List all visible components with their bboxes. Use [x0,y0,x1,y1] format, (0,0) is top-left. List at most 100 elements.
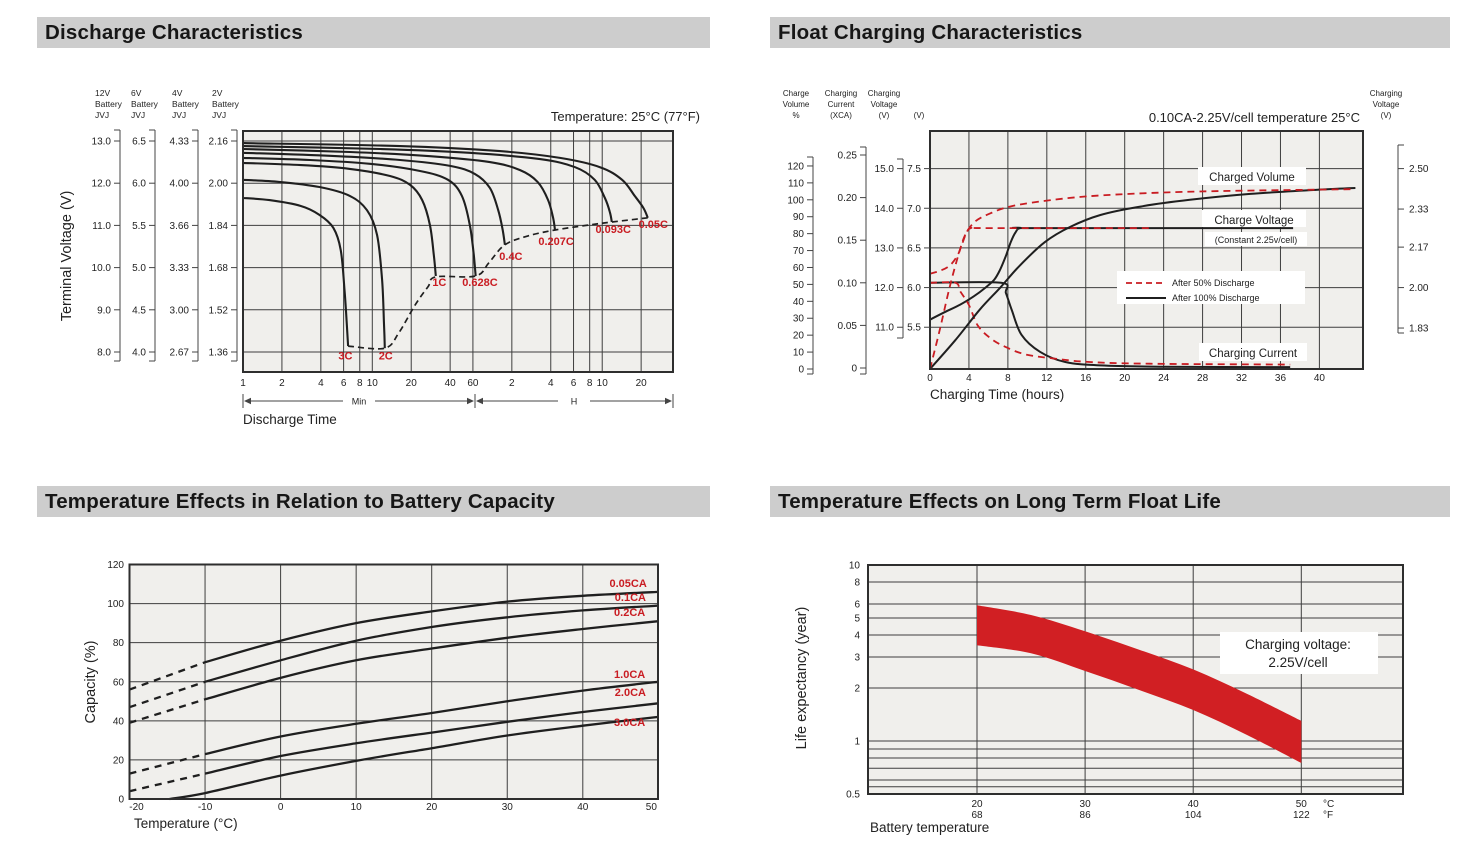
svg-text:0: 0 [278,802,284,813]
svg-text:12.0: 12.0 [92,179,112,190]
svg-text:5: 5 [854,613,860,624]
temp-capacity-curves [129,590,659,801]
svg-text:3C: 3C [338,351,352,363]
discharge-curve-3C [242,196,350,347]
svg-text:8.0: 8.0 [97,348,111,359]
svg-text:60: 60 [113,677,125,688]
svg-text:7.5: 7.5 [907,164,921,175]
svg-text:4V: 4V [172,88,183,98]
svg-text:Voltage: Voltage [1373,100,1400,109]
svg-text:0: 0 [118,795,124,806]
svg-text:40: 40 [445,378,457,389]
svg-text:68: 68 [971,810,983,821]
svg-text:After 100% Discharge: After 100% Discharge [1172,293,1260,303]
svg-text:24: 24 [1158,373,1170,384]
svg-text:50: 50 [793,280,805,291]
float-curve-charged-volume-100 [929,187,1356,370]
svg-text:JVJ: JVJ [131,110,145,120]
svg-text:10: 10 [367,378,379,389]
svg-text:6.5: 6.5 [907,243,921,254]
discharge-curve-0.207C [242,147,557,231]
svg-text:8: 8 [357,378,363,389]
svg-text:120: 120 [787,161,804,172]
svg-text:3.00: 3.00 [170,305,190,316]
svg-text:0.25: 0.25 [838,151,858,162]
section-title-discharge-characteristics: Discharge Characteristics [37,17,710,48]
svg-text:JVJ: JVJ [212,110,226,120]
svg-text:80: 80 [793,229,805,240]
svg-text:104: 104 [1185,810,1202,821]
svg-text:3.33: 3.33 [170,263,190,274]
svg-text:Voltage: Voltage [871,100,898,109]
svg-text:°C: °C [1323,799,1334,810]
svg-text:90: 90 [793,212,805,223]
svg-text:Battery: Battery [131,99,159,109]
svg-text:JVJ: JVJ [95,110,109,120]
svg-text:6.0: 6.0 [907,283,921,294]
svg-text:20: 20 [793,331,805,342]
svg-text:20: 20 [1119,373,1131,384]
svg-text:4.5: 4.5 [132,305,146,316]
svg-text:0.207C: 0.207C [538,236,574,248]
svg-text:2.50: 2.50 [1409,164,1429,175]
svg-text:120: 120 [107,560,124,571]
svg-text:0.2CA: 0.2CA [614,607,645,619]
svg-text:H: H [571,397,578,407]
svg-text:40: 40 [793,297,805,308]
svg-text:-10: -10 [198,802,213,813]
svg-text:60: 60 [467,378,479,389]
svg-text:20: 20 [406,378,418,389]
section-title-temperature-float-life: Temperature Effects on Long Term Float L… [770,486,1450,517]
svg-text:0.05CA: 0.05CA [609,578,646,590]
svg-text:32: 32 [1236,373,1248,384]
svg-text:10: 10 [351,802,363,813]
svg-text:40: 40 [1314,373,1326,384]
svg-text:3.66: 3.66 [170,221,190,232]
svg-text:6: 6 [571,378,577,389]
svg-text:1.0CA: 1.0CA [614,669,645,681]
svg-text:%: % [792,111,799,120]
svg-text:20: 20 [426,802,438,813]
discharge-curve-1C [242,161,437,277]
svg-text:13.0: 13.0 [92,137,112,148]
svg-text:8: 8 [854,578,860,589]
svg-text:Charge Voltage: Charge Voltage [1214,215,1293,227]
capacity-curve-1.0CA-dashed [129,752,206,775]
svg-text:0.628C: 0.628C [462,277,498,289]
float-curves [929,187,1356,370]
svg-text:2.00: 2.00 [209,179,229,190]
life-expectancy-band [977,605,1302,763]
svg-text:40: 40 [577,802,589,813]
svg-text:2: 2 [279,378,285,389]
temp-capacity-chart: 0.05CA 0.1CA 0.2CA 1.0CA 2.0CA 3.0CA 0 20 40 60 80… [83,560,659,831]
svg-text:2.00: 2.00 [1409,283,1429,294]
svg-text:2.25V/cell: 2.25V/cell [1268,655,1327,670]
svg-text:0.1CA: 0.1CA [615,592,646,604]
svg-text:100: 100 [787,195,804,206]
svg-text:Charging Current: Charging Current [1209,348,1298,360]
float-annotations: Charged Volume Charge Voltage (Constant 2.… [1209,172,1298,360]
svg-text:2.33: 2.33 [1409,205,1429,216]
svg-text:JVJ: JVJ [172,110,186,120]
svg-text:100: 100 [107,599,124,610]
capacity-curve-0.05CA-dashed [129,661,206,691]
svg-text:5.0: 5.0 [132,263,146,274]
svg-text:50: 50 [646,802,658,813]
svg-text:4: 4 [966,373,972,384]
float-life-chart: Charging voltage:2.25V/cell1086543210.52… [794,561,1404,835]
svg-text:8: 8 [587,378,593,389]
capacity-curve-0.2CA-dashed [129,698,206,724]
discharge-curve-2C [242,178,386,349]
svg-text:15.0: 15.0 [875,164,895,175]
svg-text:60: 60 [793,263,805,274]
float-right-scale: Charging Voltage (V) 2.50 2.33 2.17 2.00 1.83 [1370,89,1429,335]
svg-text:Charge: Charge [783,89,810,98]
svg-text:4: 4 [318,378,324,389]
svg-text:1.36: 1.36 [209,348,229,359]
svg-text:1C: 1C [432,277,446,289]
svg-text:6: 6 [341,378,347,389]
float-curve-charging-current-50 [929,281,1291,366]
discharge-curve-0.05C [242,142,649,219]
